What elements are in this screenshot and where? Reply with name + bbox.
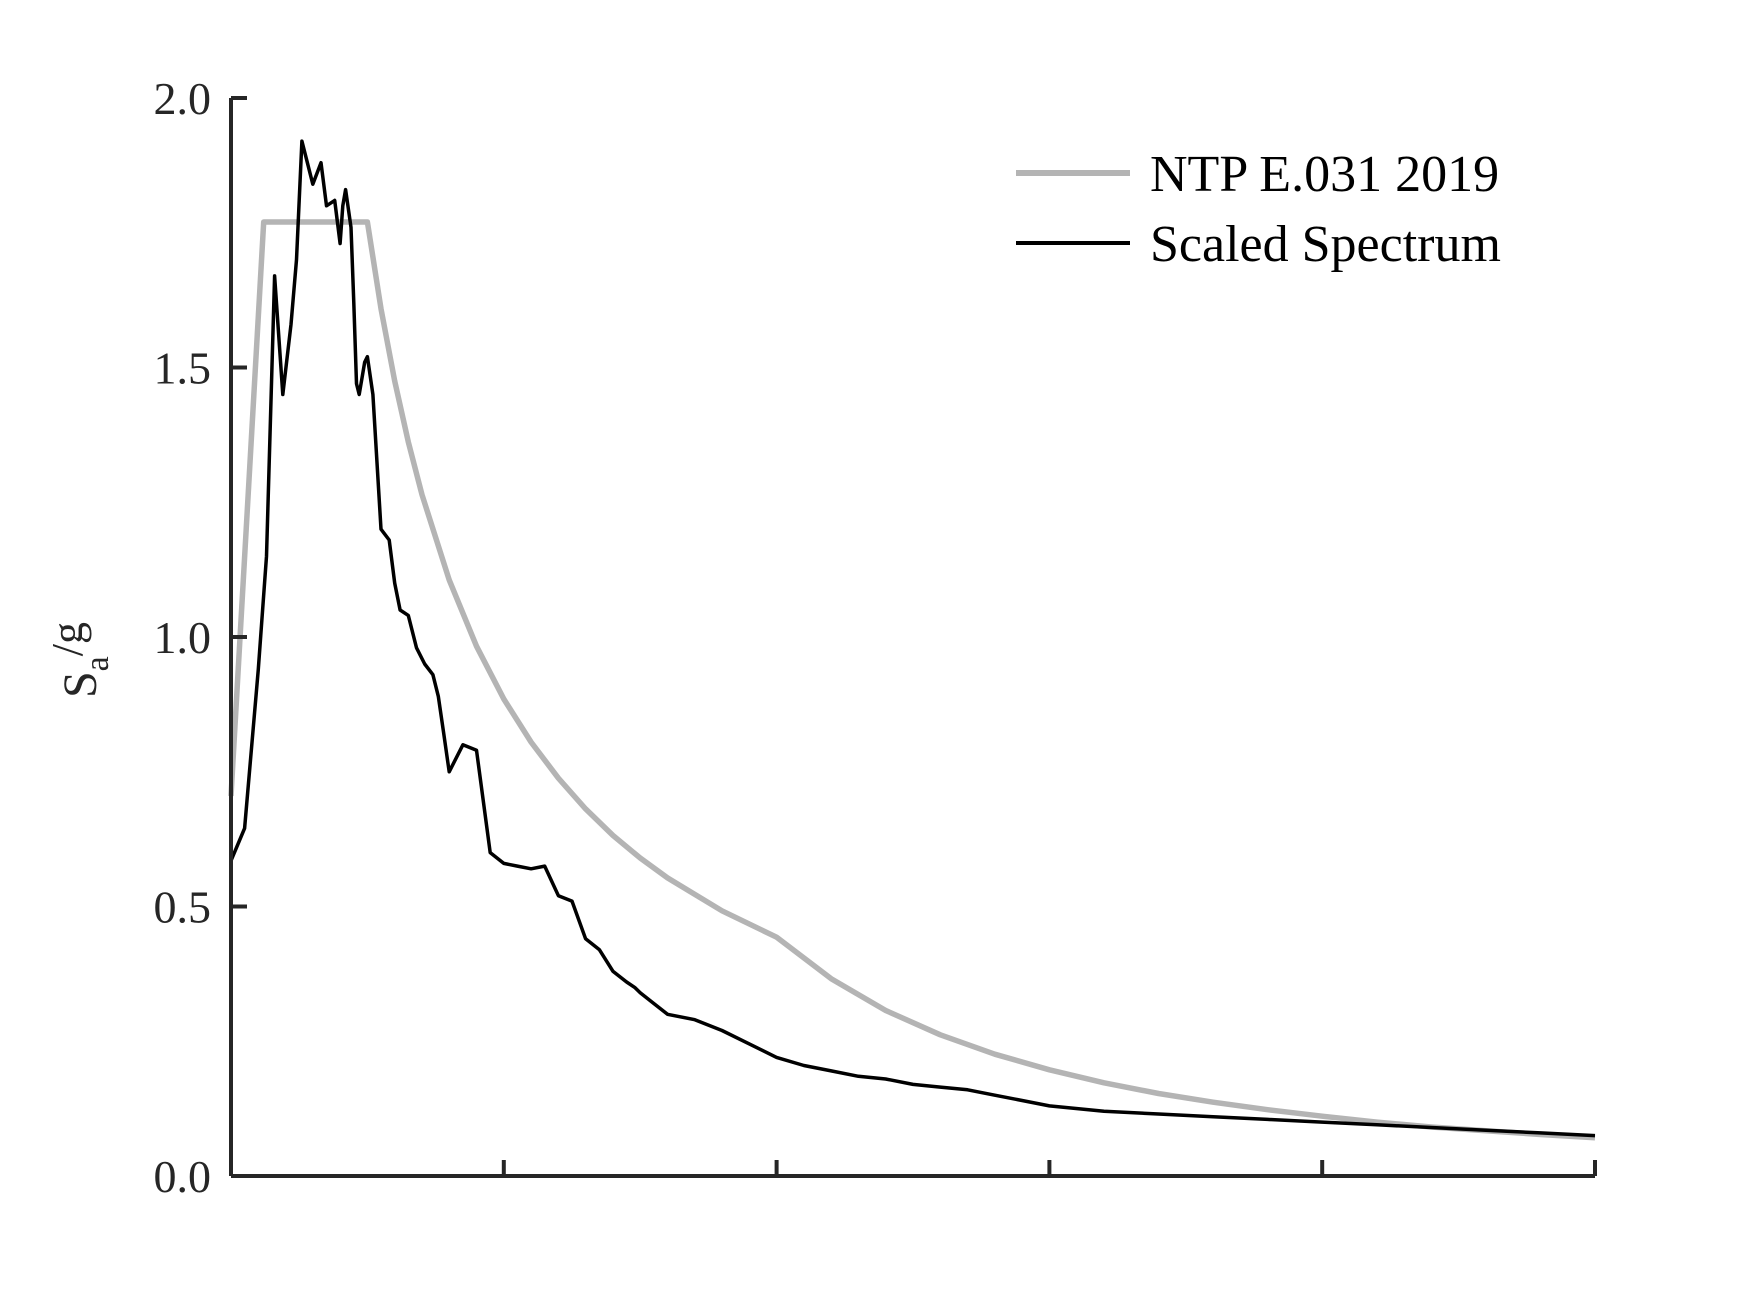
y-tick-label: 0.0	[154, 1151, 212, 1202]
legend-label: Scaled Spectrum	[1150, 216, 1501, 273]
axes-layer: 0.0 0.5 1.0 1.5 2.0	[154, 73, 1597, 1202]
series-layer	[228, 139, 1596, 1141]
ntp-series-line	[228, 219, 1596, 1141]
legend: NTP E.031 2019 Scaled Spectrum	[1016, 146, 1501, 273]
legend-label: NTP E.031 2019	[1150, 146, 1499, 203]
scaled-spectrum-line	[229, 139, 1596, 1138]
y-tick-label: 1.5	[154, 343, 212, 394]
y-tick-label: 1.0	[154, 612, 212, 663]
y-tick-label: 2.0	[154, 73, 212, 124]
y-axis-label: Sa/g	[43, 622, 116, 698]
y-tick-label: 0.5	[154, 882, 212, 933]
